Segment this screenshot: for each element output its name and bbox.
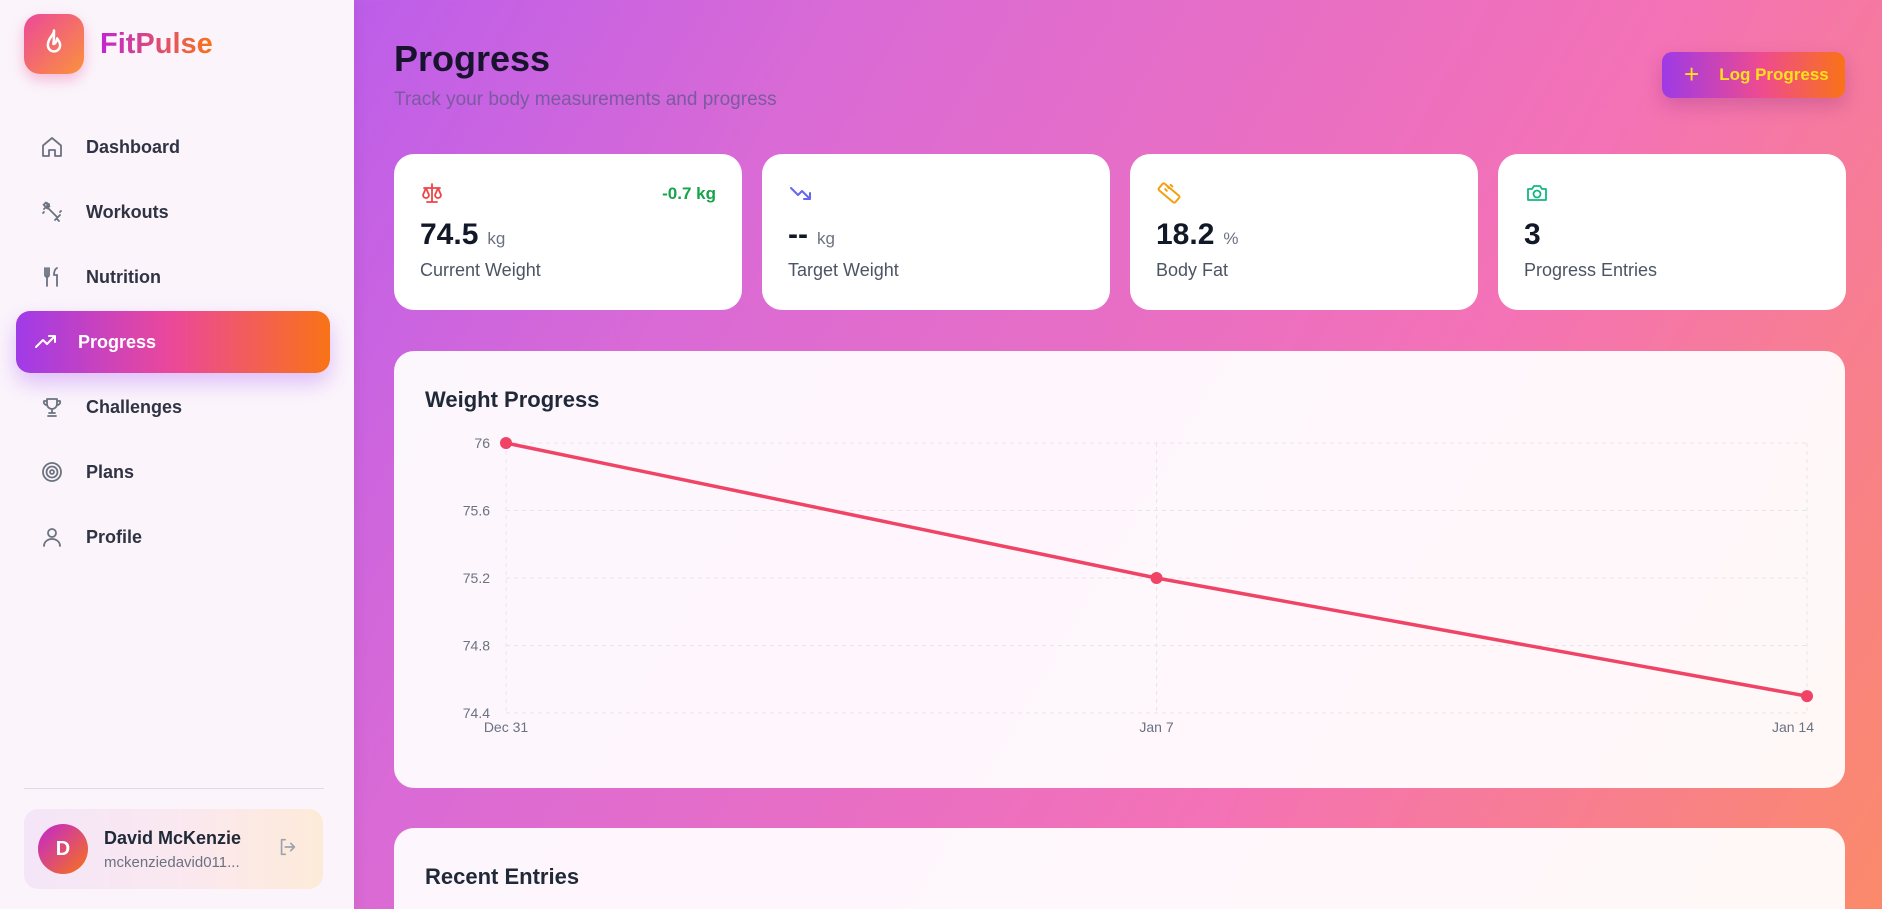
- plus-icon: +: [1684, 58, 1700, 89]
- log-progress-label: Log Progress: [1719, 65, 1829, 84]
- x-tick-label: Jan 7: [1139, 719, 1173, 735]
- trophy-icon: [38, 393, 66, 421]
- sidebar: FitPulse Dashboard Workouts Nutrition Pr…: [0, 0, 354, 909]
- stat-card-target-weight: -- kg Target Weight: [762, 154, 1110, 310]
- brand[interactable]: FitPulse: [24, 14, 213, 74]
- home-icon: [38, 133, 66, 161]
- dumbbell-icon: [38, 198, 66, 226]
- series-line: [505, 441, 1808, 698]
- utensils-icon: [38, 263, 66, 291]
- sidebar-divider: [24, 788, 324, 789]
- user-icon: [38, 523, 66, 551]
- sidebar-item-workouts[interactable]: Workouts: [16, 181, 330, 243]
- sidebar-item-label: Progress: [78, 331, 157, 352]
- stat-card-current-weight: -0.7 kg 74.5 kg Current Weight: [394, 154, 742, 310]
- y-tick-label: 75.6: [463, 503, 490, 519]
- stat-label: Progress Entries: [1524, 260, 1658, 280]
- chart-title: Weight Progress: [425, 387, 600, 412]
- sidebar-item-label: Plans: [86, 461, 135, 482]
- weight-progress-card: Weight Progress 76 75.6 75.2 74.8 74.4 Dec 31…: [394, 351, 1845, 788]
- brand-name: FitPulse: [100, 27, 213, 60]
- sidebar-item-profile[interactable]: Profile: [16, 506, 330, 568]
- y-tick-label: 74.4: [463, 705, 490, 721]
- trending-down-icon: [788, 180, 1084, 206]
- stat-value: 74.5: [420, 218, 479, 251]
- stat-label: Target Weight: [788, 260, 899, 280]
- sidebar-item-dashboard[interactable]: Dashboard: [16, 116, 330, 178]
- y-tick-label: 75.2: [463, 570, 490, 586]
- scale-icon: [420, 180, 716, 206]
- stat-label: Current Weight: [420, 260, 541, 280]
- page-title: Progress: [394, 38, 551, 79]
- sidebar-item-nutrition[interactable]: Nutrition: [16, 246, 330, 308]
- sidebar-item-plans[interactable]: Plans: [16, 441, 330, 503]
- stat-card-progress-entries: 3 Progress Entries: [1498, 154, 1846, 310]
- stat-value: --: [788, 218, 808, 251]
- sidebar-item-challenges[interactable]: Challenges: [16, 376, 330, 438]
- sidebar-item-label: Dashboard: [86, 136, 181, 157]
- x-tick-label: Jan 14: [1772, 719, 1814, 735]
- sidebar-item-label: Profile: [86, 526, 143, 547]
- data-point: [1801, 690, 1813, 703]
- avatar[interactable]: D: [38, 824, 88, 874]
- stat-value: 3: [1524, 218, 1541, 251]
- target-icon: [38, 458, 66, 486]
- stat-unit: kg: [816, 229, 835, 248]
- user-info: David McKenzie mckenziedavid011...: [104, 828, 254, 871]
- camera-icon: [1524, 180, 1820, 206]
- sidebar-item-label: Nutrition: [86, 266, 161, 287]
- sidebar-nav: Dashboard Workouts Nutrition Progress Ch…: [16, 116, 330, 571]
- sidebar-item-label: Workouts: [86, 201, 169, 222]
- ruler-icon: [1156, 180, 1452, 206]
- sidebar-item-label: Challenges: [86, 396, 183, 417]
- user-card: D David McKenzie mckenziedavid011...: [24, 809, 323, 889]
- logout-icon[interactable]: [277, 836, 299, 863]
- stat-label: Body Fat: [1156, 260, 1229, 280]
- trending-up-icon: [32, 328, 60, 356]
- x-tick-label: Dec 31: [484, 719, 529, 735]
- stat-card-body-fat: 18.2 % Body Fat: [1130, 154, 1478, 310]
- y-tick-label: 74.8: [463, 638, 490, 654]
- log-progress-button[interactable]: + Log Progress: [1662, 52, 1845, 98]
- flame-icon: [24, 14, 84, 74]
- recent-entries-title: Recent Entries: [425, 864, 580, 889]
- page-subtitle: Track your body measurements and progres…: [394, 89, 777, 110]
- sidebar-item-progress[interactable]: Progress: [16, 311, 330, 373]
- data-point: [500, 437, 512, 449]
- y-tick-label: 76: [474, 435, 490, 451]
- user-email: mckenziedavid011...: [104, 853, 240, 871]
- stats-row: -0.7 kg 74.5 kg Current Weight -- kg Tar…: [394, 154, 1846, 310]
- stat-unit: %: [1223, 229, 1239, 248]
- data-point: [1150, 572, 1163, 584]
- weight-change: -0.7 kg: [662, 184, 716, 203]
- recent-entries-card: Recent Entries: [394, 828, 1845, 909]
- stat-unit: kg: [487, 229, 506, 248]
- stat-value: 18.2: [1156, 218, 1215, 251]
- user-name: David McKenzie: [104, 827, 242, 848]
